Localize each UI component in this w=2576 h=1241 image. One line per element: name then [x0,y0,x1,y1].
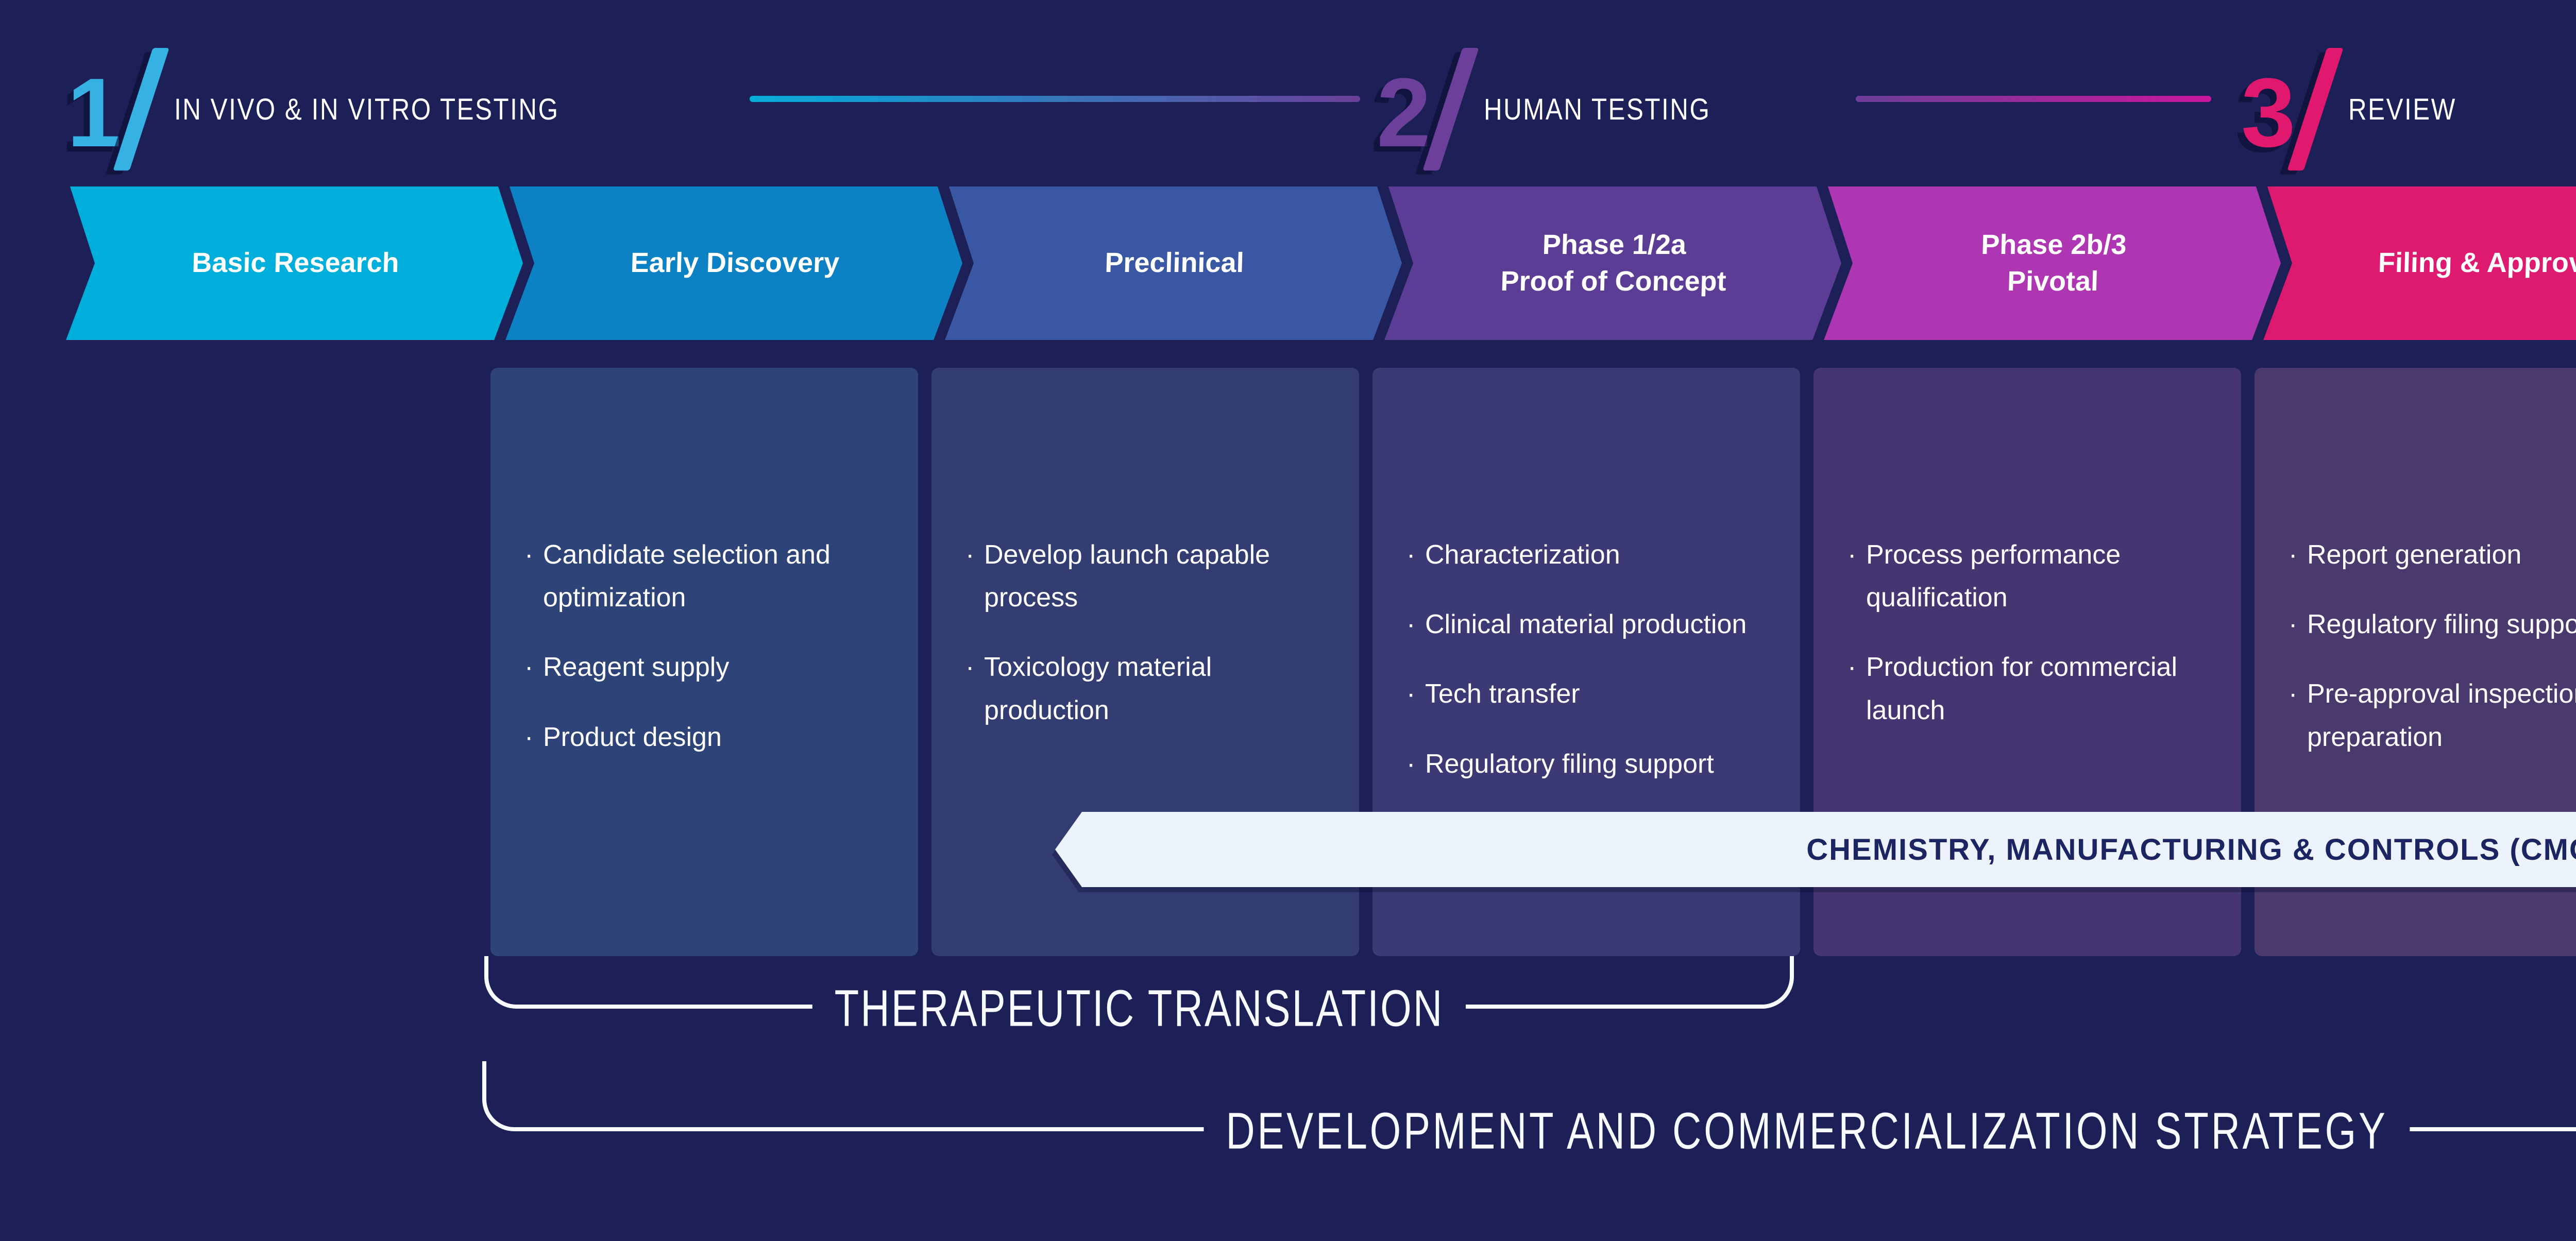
bullet-icon: · [2289,679,2298,709]
stage-filing-approval: Filing & Approval [2263,186,2576,340]
list-item-text: Candidate selection and optimization [543,540,831,613]
stage-label: Preclinical [1104,247,1245,279]
list-item: · Production for commercial launch [1848,646,2212,732]
list-item: · Develop launch capable process [965,534,1330,619]
section-label: IN VIVO & IN VITRO TESTING [174,92,560,126]
list-item: · Candidate selection and optimization [524,534,889,619]
bullet-icon: · [1848,652,1857,683]
section-number: 2 [1377,58,1431,167]
stage-phase-2b-3: Phase 2b/3 Pivotal [1824,186,2283,340]
list-item: · Regulatory filing support [1406,743,1771,786]
list-item-text: Toxicology material production [984,652,1212,725]
bullet-icon: · [965,540,975,570]
list-item: · Product design [524,716,889,759]
list-item-text: Pre-approval inspection preparation [2307,679,2576,752]
list-item: · Pre-approval inspection preparation [2289,673,2576,758]
stage-label-line2: Pivotal [2007,266,2099,297]
stage-early-discovery: Early Discovery [505,186,964,340]
list-item-text: Clinical material production [1425,609,1747,640]
bullet-icon: · [524,540,534,570]
cmc-banner-shadow: CHEMISTRY, MANUFACTURING & CONTROLS (CMC… [526,405,2576,484]
list-item-text: Reagent supply [543,652,730,683]
connector-line-2 [1856,96,2211,102]
therapeutic-translation-label: THERAPEUTIC TRANSLATION [812,979,1466,1039]
stage-phase-1-2a: Phase 1/2a Proof of Concept [1384,186,1843,340]
bullet-icon: · [524,652,534,683]
list-item-text: Report generation [2307,540,2522,570]
stage-label: Phase 1/2a [1542,229,1687,260]
list-item: · Characterization [1406,534,1771,576]
bullet-icon: · [524,722,534,752]
therapeutic-translation-bracket: THERAPEUTIC TRANSLATION [484,956,1794,1039]
bullet-icon: · [965,652,975,683]
list-item-text: Regulatory filing support [2307,609,2576,640]
development-strategy-bracket: DEVELOPMENT AND COMMERCIALIZATION STRATE… [482,1061,2576,1161]
stage-label: Phase 2b/3 [1980,229,2127,260]
column-early-discovery: · Candidate selection and optimization · R… [490,368,918,956]
stage-label: Early Discovery [630,247,840,279]
section-number: 3 [2241,58,2296,167]
section-number: 1 [67,58,122,167]
list-item-text: Production for commercial launch [1866,652,2177,725]
bullet-icon: · [1406,540,1416,570]
list-item: · Process performance qualification [1848,534,2212,619]
list-item-text: Process performance qualification [1866,540,2121,613]
stage-label: Filing & Approval [2378,247,2576,279]
list-item-text: Characterization [1425,540,1620,570]
header-section-1: 1 IN VIVO & IN VITRO TESTING [67,47,627,171]
bullet-icon: · [1406,679,1416,709]
list-item-text: Regulatory filing support [1425,749,1714,779]
list-item: · Toxicology material production [965,646,1330,732]
list-item-text: Product design [543,722,722,752]
bullet-icon: · [1848,540,1857,570]
stage-label: Basic Research [191,247,400,279]
list-item: · Report generation [2289,534,2576,576]
cmc-banner: CHEMISTRY, MANUFACTURING & CONTROLS (CMC… [1055,812,2576,887]
list-item: · Regulatory filing support [2289,603,2576,646]
list-item: · Tech transfer [1406,673,1771,716]
cmc-banner-label: CHEMISTRY, MANUFACTURING & CONTROLS (CMC… [1806,832,2569,866]
stage-label-line2: Proof of Concept [1500,266,1727,297]
list-item: · Reagent supply [524,646,889,689]
header-section-2: 2 HUMAN TESTING [1377,47,1751,171]
bullet-icon: · [1406,749,1416,779]
bullet-icon: · [2289,540,2298,570]
section-label: HUMAN TESTING [1483,92,1711,126]
connector-line-1 [750,96,1360,102]
list-item-text: Tech transfer [1425,679,1580,709]
bullet-icon: · [1406,609,1416,640]
stage-basic-research: Basic Research [66,186,525,340]
list-item: · Clinical material production [1406,603,1771,646]
development-strategy-label: DEVELOPMENT AND COMMERCIALIZATION STRATE… [1204,1101,2410,1161]
header-section-3: 3 REVIEW [2241,47,2475,171]
list-item-text: Develop launch capable process [984,540,1270,613]
stage-preclinical: Preclinical [945,186,1404,340]
section-label: REVIEW [2348,92,2456,126]
bullet-icon: · [2289,609,2298,640]
